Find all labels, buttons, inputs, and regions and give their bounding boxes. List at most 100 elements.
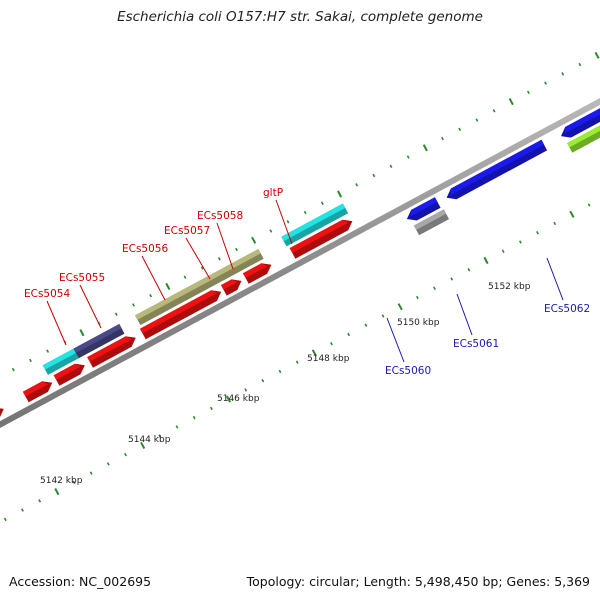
tick-mark	[72, 480, 76, 485]
tick-mark	[594, 51, 600, 59]
reverse-label-leader	[386, 317, 405, 363]
tick-mark	[217, 257, 221, 261]
tick-mark	[89, 471, 93, 475]
tick-mark	[21, 508, 24, 512]
forward-cds-block	[0, 408, 4, 418]
topology-footer: Topology: circular; Length: 5,498,450 bp…	[246, 574, 590, 589]
tick-mark	[320, 201, 324, 205]
tick-mark	[132, 303, 135, 307]
forward-cds-block	[53, 363, 85, 386]
tick-mark	[492, 109, 496, 113]
reverse-gene-label: ECs5062	[544, 303, 590, 315]
forward-label-leader	[79, 284, 102, 329]
tick-mark	[526, 90, 530, 94]
misc-feature-block-highlight	[135, 249, 261, 320]
tick-label: 5152 kbp	[488, 282, 531, 292]
tick-mark	[501, 249, 505, 253]
tick-mark	[165, 282, 171, 290]
tick-mark	[483, 256, 489, 265]
tick-mark	[261, 379, 265, 383]
forward-label-leader	[141, 255, 166, 301]
tick-mark	[235, 247, 238, 252]
forward-cds-block	[87, 336, 136, 368]
tick-label: 5146 kbp	[217, 394, 260, 404]
forward-gene-label: ECs5054	[24, 288, 70, 300]
tick-mark	[475, 118, 479, 122]
tick-mark	[209, 406, 213, 411]
tick-mark	[337, 190, 343, 198]
tick-mark	[561, 72, 565, 76]
navy-block-highlight	[73, 324, 122, 353]
reverse-label-leader	[546, 257, 564, 301]
tick-mark	[278, 369, 282, 374]
tick-mark	[269, 229, 273, 233]
reverse-cds-block-highlight	[564, 108, 600, 134]
forward-cds-block-highlight	[221, 279, 238, 290]
tick-mark	[433, 286, 436, 290]
forward-cds-block-highlight	[53, 363, 81, 380]
tick-mark	[587, 203, 591, 207]
tick-mark	[286, 220, 290, 224]
trna-block-highlight	[42, 348, 76, 370]
tick-mark	[553, 221, 557, 226]
grey-block-highlight	[413, 209, 447, 230]
reverse-label-leader	[456, 293, 473, 336]
forward-cds-block	[22, 381, 53, 403]
tick-mark	[149, 294, 153, 298]
tick-mark	[244, 388, 248, 392]
tick-mark	[347, 332, 351, 337]
forward-cds-block-highlight	[140, 290, 218, 334]
forward-gene-label: ECs5058	[197, 210, 243, 222]
tick-mark	[389, 164, 393, 168]
tick-mark	[295, 360, 299, 364]
tick-mark	[578, 62, 582, 67]
tick-mark	[569, 210, 575, 218]
tick-label: 5144 kbp	[128, 435, 171, 445]
tick-mark	[251, 236, 257, 244]
tick-mark	[422, 144, 428, 152]
tick-mark	[458, 127, 462, 131]
tick-mark	[11, 367, 15, 372]
tick-mark	[29, 358, 32, 363]
tick-mark	[140, 441, 146, 449]
tick-mark	[124, 452, 127, 457]
reverse-gene-label: ECs5060	[385, 365, 431, 377]
tick-mark	[406, 155, 410, 159]
backbone-strip	[0, 98, 600, 428]
tick-mark	[415, 295, 419, 300]
tick-mark	[467, 268, 471, 272]
tick-mark	[311, 349, 317, 357]
reverse-cds-block-highlight	[410, 197, 438, 217]
forward-cds-block	[289, 219, 353, 259]
reverse-gene-label: ECs5061	[453, 338, 499, 350]
trna-block-highlight	[281, 203, 346, 242]
label-leaders	[46, 199, 564, 363]
tick-mark	[158, 434, 162, 438]
tick-mark	[372, 173, 376, 178]
tick-mark	[536, 231, 539, 235]
forward-cds-block	[140, 290, 222, 340]
tick-mark	[381, 314, 385, 318]
tick-mark	[303, 210, 307, 215]
accession-footer: Accession: NC_002695	[9, 574, 152, 589]
tick-mark	[3, 517, 7, 522]
tick-mark	[518, 240, 522, 244]
tick-mark	[441, 136, 444, 141]
reverse-cds-block-highlight	[450, 139, 544, 196]
ruler-ticks: 5142 kbp 5144 kbp 5146 kbp 5148 kbp 5150 kbp…	[3, 51, 600, 522]
tick-mark	[226, 395, 232, 403]
tick-label: 5148 kbp	[307, 354, 350, 364]
tick-label: 5150 kbp	[397, 318, 440, 328]
tick-label: 5142 kbp	[40, 476, 83, 486]
tick-mark	[114, 312, 118, 316]
tick-mark	[38, 499, 42, 503]
tick-mark	[544, 81, 547, 85]
lime-block-highlight	[567, 125, 600, 148]
forward-cds-block-highlight	[289, 219, 349, 253]
tick-mark	[46, 349, 50, 353]
map-title: Escherichia coli O157:H7 str. Sakai, com…	[117, 9, 483, 25]
forward-gene-label: ECs5057	[164, 225, 210, 237]
tick-mark	[330, 342, 333, 346]
tick-mark	[54, 488, 60, 496]
